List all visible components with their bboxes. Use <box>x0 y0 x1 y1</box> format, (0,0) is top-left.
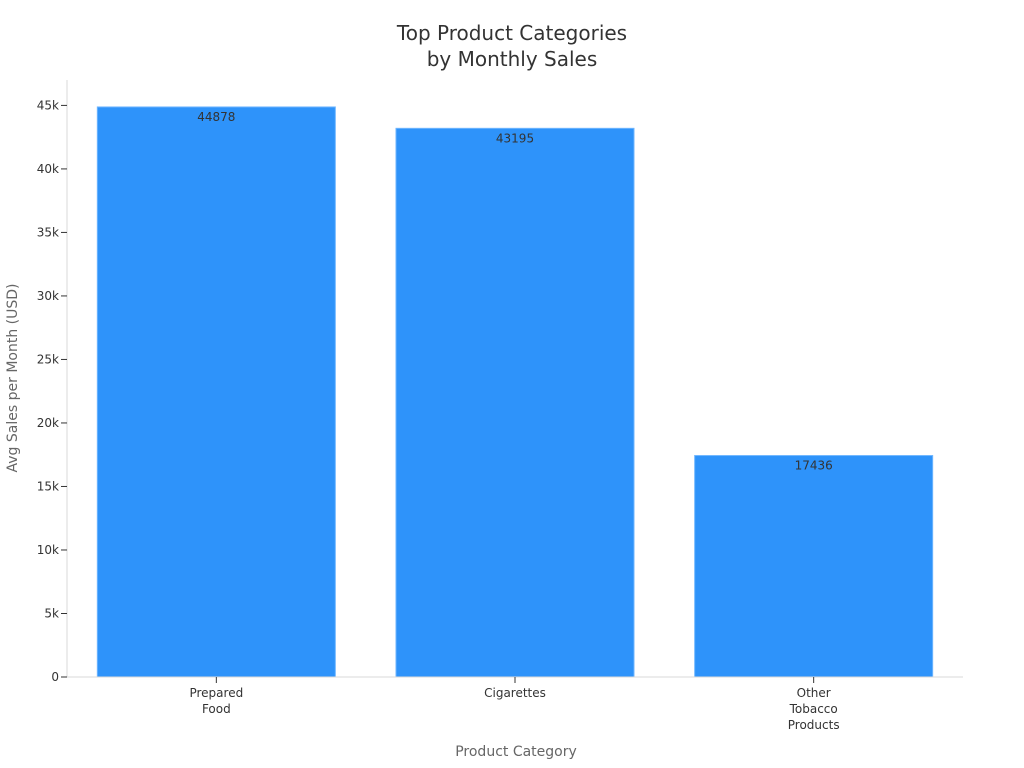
y-axis: 0 5k 10k 15k 20k 25k 30k 35k 40k 45k <box>37 80 68 684</box>
x-tick-label-3: Other Tobacco Products <box>788 686 840 732</box>
x-tick-label-line: Food <box>202 702 231 716</box>
bar-value-label-3: 17436 <box>795 459 833 473</box>
y-tick-label: 35k <box>37 225 59 239</box>
y-tick-label: 15k <box>37 479 59 493</box>
y-tick-label: 10k <box>37 543 59 557</box>
y-tick-label: 0 <box>51 670 59 684</box>
y-tick-label: 45k <box>37 98 59 112</box>
x-tick-label-2: Cigarettes <box>484 686 546 700</box>
bar-3 <box>694 455 934 678</box>
y-tick-label: 5k <box>44 606 59 620</box>
bar-value-label-2: 43195 <box>496 131 534 145</box>
y-axis-title: Avg Sales per Month (USD) <box>5 284 21 473</box>
x-tick-label-line: Prepared <box>189 686 243 700</box>
chart-title-line-2: by Monthly Sales <box>427 47 598 71</box>
y-tick-label: 20k <box>37 416 59 430</box>
x-axis: Prepared Food Cigarettes Other Tobacco Produc… <box>67 676 963 732</box>
bar-2 <box>395 127 635 678</box>
data-labels: 44878 43195 17436 <box>197 110 833 473</box>
y-tick-label: 40k <box>37 162 59 176</box>
y-tick-label: 30k <box>37 289 59 303</box>
x-tick-label-1: Prepared Food <box>189 686 243 716</box>
x-tick-label-line: Cigarettes <box>484 686 546 700</box>
x-axis-title: Product Category <box>455 744 577 760</box>
chart-title-line-1: Top Product Categories <box>396 21 627 45</box>
y-tick-label: 25k <box>37 352 59 366</box>
x-tick-label-line: Products <box>788 718 840 732</box>
x-tick-label-line: Other <box>797 686 831 700</box>
bar-1 <box>96 106 336 678</box>
x-tick-label-line: Tobacco <box>789 702 838 716</box>
bar-value-label-1: 44878 <box>197 110 235 124</box>
bars <box>96 106 934 678</box>
